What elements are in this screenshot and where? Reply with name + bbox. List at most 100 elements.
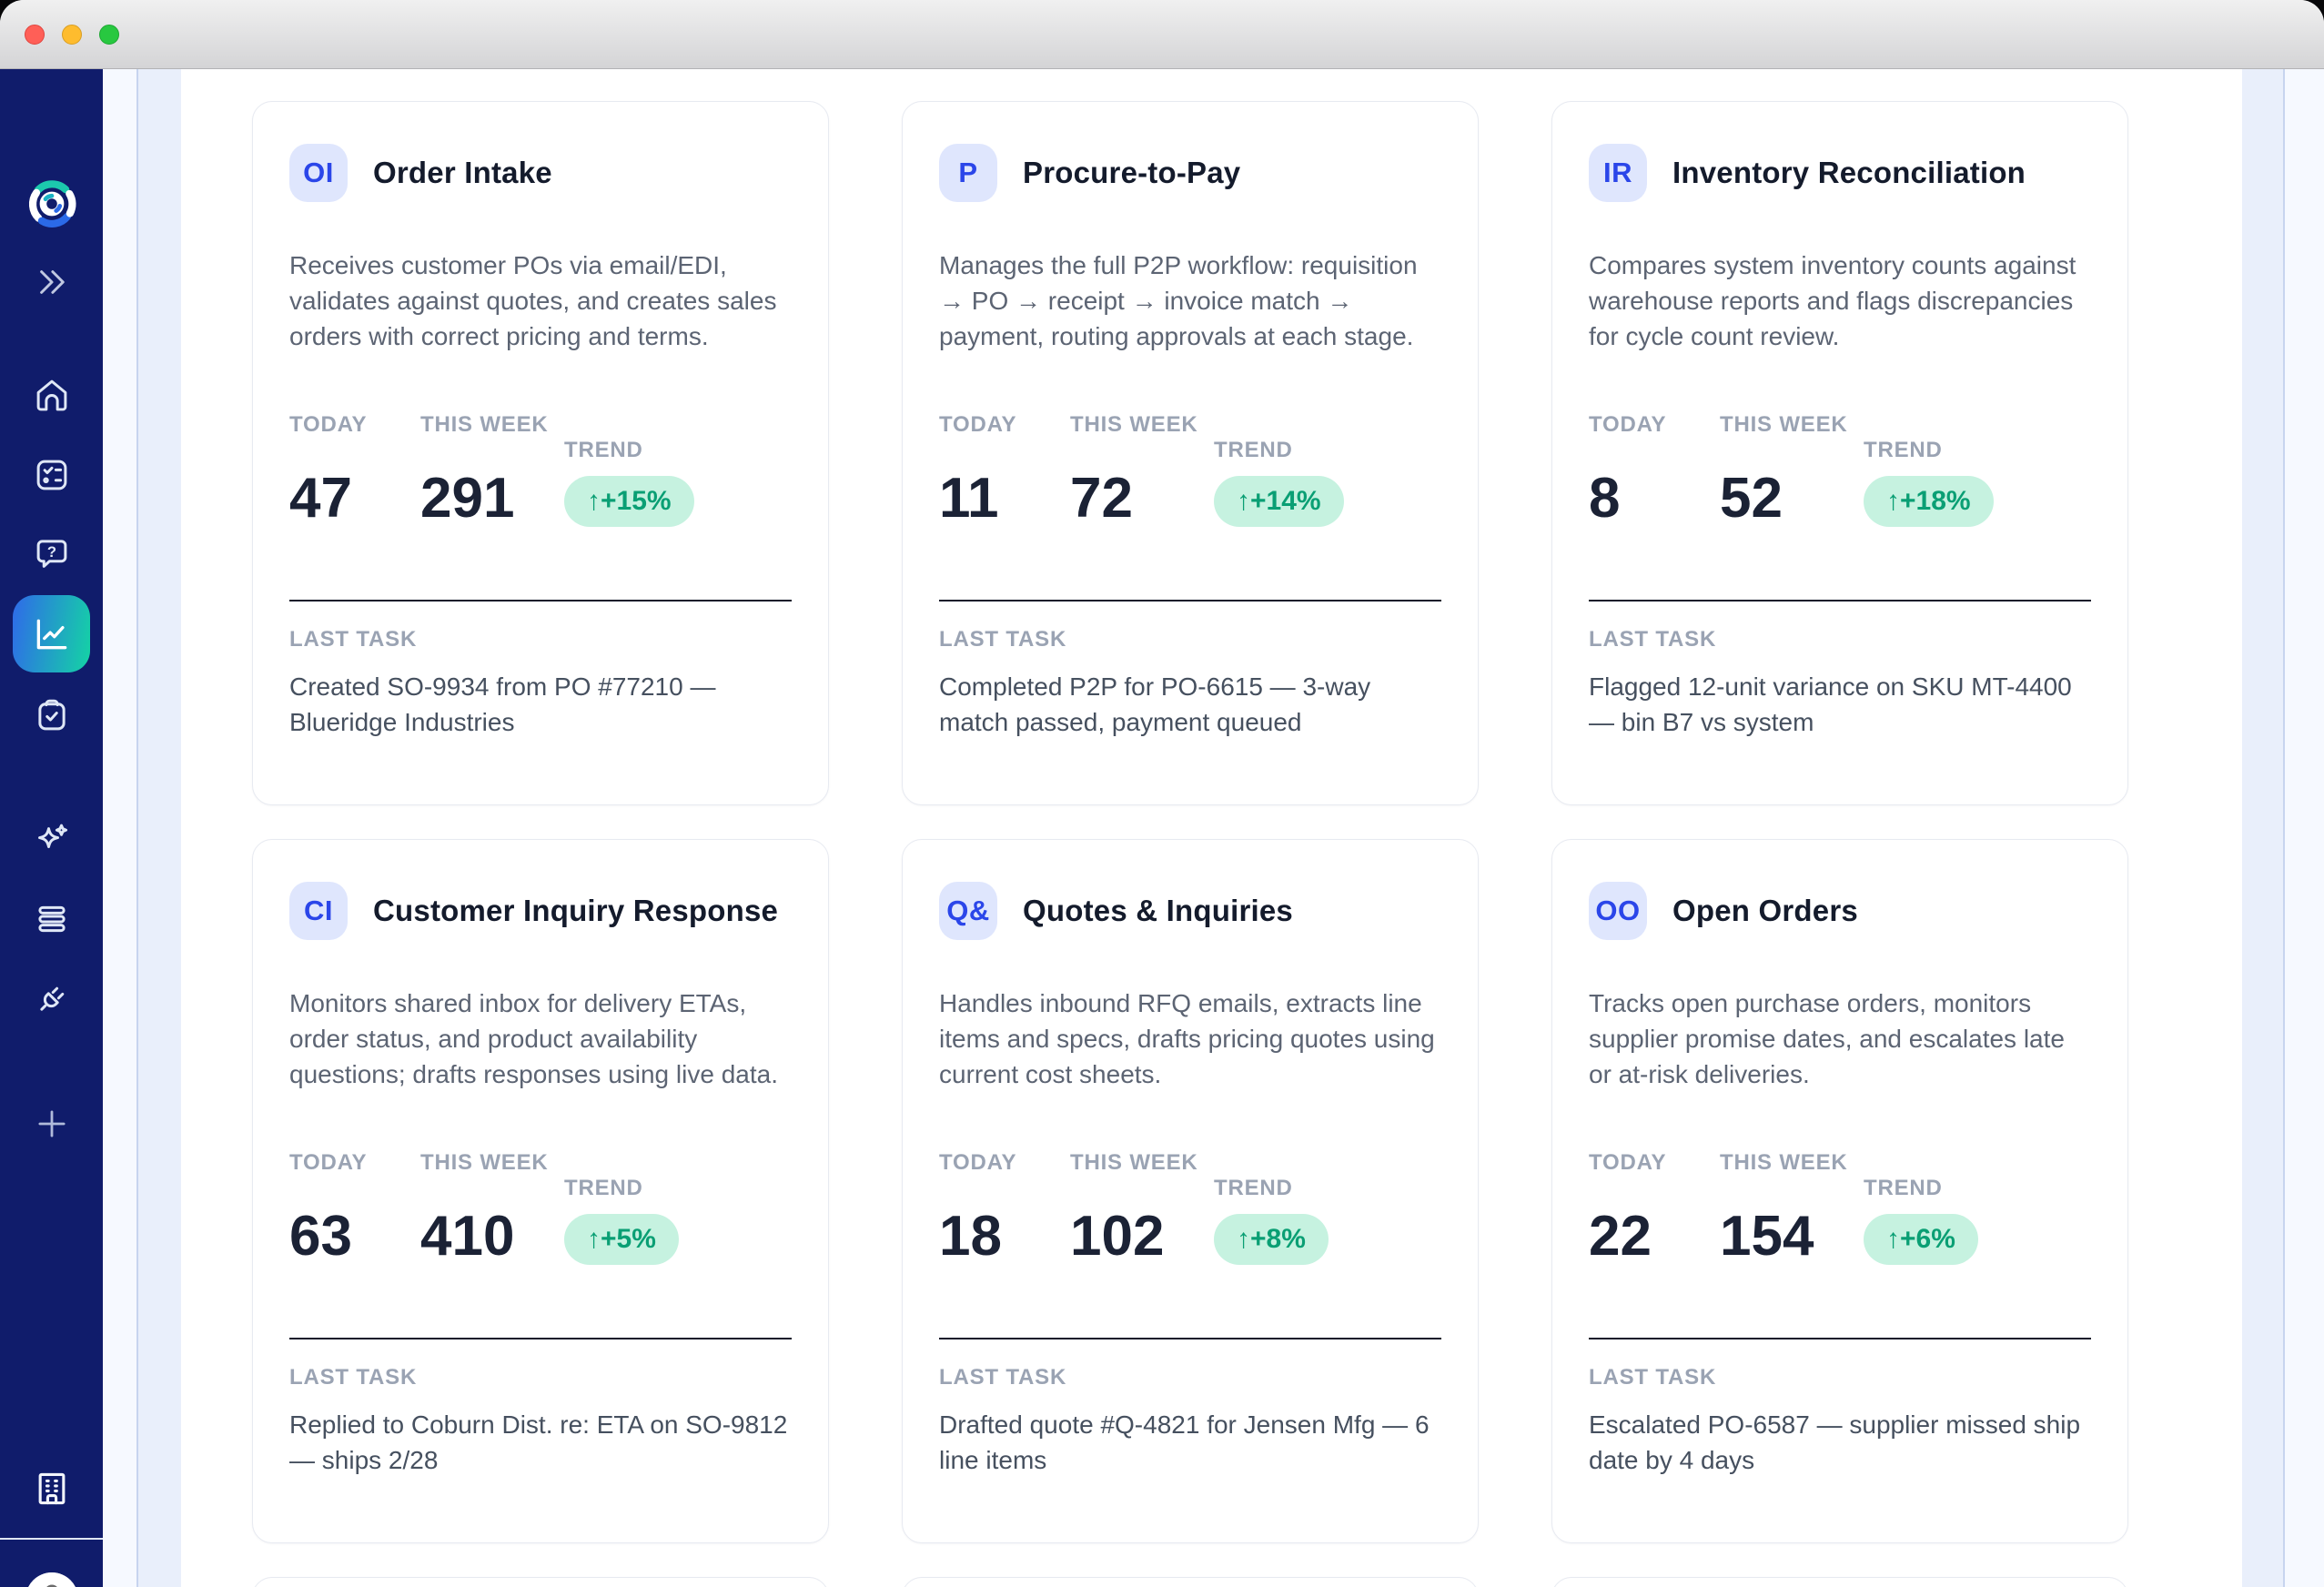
agent-name: Procure-to-Pay (1023, 156, 1241, 189)
agent-initials-badge: Q& (939, 882, 997, 940)
agent-description: Compares system inventory counts against… (1589, 251, 2076, 350)
stat-today: TODAY 8 (1589, 412, 1720, 527)
agent-stats: TODAY 18 THIS WEEK 102 TREND ↑+8% (939, 1150, 1441, 1265)
stat-today-label: TODAY (939, 412, 1017, 437)
help-chat-icon[interactable]: ? (33, 534, 71, 572)
sidebar-divider (0, 1538, 103, 1540)
stat-today-label: TODAY (289, 1150, 368, 1175)
trend-badge: ↑+15% (564, 476, 694, 527)
last-task-label: LAST TASK (1589, 1365, 1717, 1390)
left-outer-gutter (103, 69, 138, 1587)
right-outer-gutter (2285, 69, 2324, 1587)
stat-trend-label: TREND (564, 438, 643, 462)
agent-name: Open Orders (1672, 894, 1858, 927)
stat-today: TODAY 63 (289, 1150, 420, 1265)
stat-today: TODAY 18 (939, 1150, 1070, 1265)
last-task-text: Drafted quote #Q-4821 for Jensen Mfg — 6… (939, 1410, 1430, 1474)
agent-card-header: OI Order Intake (289, 144, 792, 202)
last-task-label: LAST TASK (289, 1365, 418, 1390)
stat-today: TODAY 47 (289, 412, 420, 527)
macos-titlebar[interactable] (0, 0, 2324, 69)
left-inner-gutter (138, 69, 181, 1587)
stat-this-week-value: 291 (420, 467, 515, 530)
agent-initials-badge: P (939, 144, 997, 202)
zoom-window-button[interactable] (99, 25, 119, 45)
agent-initials: IR (1603, 157, 1632, 188)
agent-card[interactable]: IR Inventory Reconciliation Compares sys… (1551, 101, 2128, 805)
last-task-text: Created SO-9934 from PO #77210 — Bluerid… (289, 672, 716, 736)
stat-today-value: 22 (1589, 1205, 1652, 1268)
stat-trend: TREND ↑+15% (564, 438, 694, 527)
stat-trend-label: TREND (1214, 438, 1293, 462)
agent-initials: Q& (946, 895, 990, 926)
stat-trend: TREND ↑+14% (1214, 438, 1344, 527)
stat-this-week: THIS WEEK 72 (1070, 412, 1214, 527)
queue-stack-icon[interactable] (33, 900, 71, 938)
stat-this-week-value: 102 (1070, 1205, 1165, 1268)
orders-clipboard-icon[interactable] (33, 696, 71, 734)
agent-name: Quotes & Inquiries (1023, 894, 1293, 927)
line-chart-icon (36, 619, 66, 649)
stat-this-week-label: THIS WEEK (420, 412, 549, 437)
integrations-plug-icon[interactable] (33, 980, 71, 1018)
stat-this-week-value: 52 (1720, 467, 1783, 530)
last-task-label: LAST TASK (939, 627, 1067, 652)
stat-this-week-label: THIS WEEK (1720, 412, 1848, 437)
agent-name: Order Intake (373, 156, 552, 189)
agent-stats: TODAY 47 THIS WEEK 291 TREND ↑+15% (289, 412, 792, 527)
close-window-button[interactable] (25, 25, 45, 45)
agent-card[interactable]: P Procure-to-Pay Manages the full P2P wo… (902, 101, 1479, 805)
agent-description: Handles inbound RFQ emails, extracts lin… (939, 989, 1435, 1088)
stat-trend: TREND ↑+5% (564, 1176, 679, 1265)
agent-name: Inventory Reconciliation (1672, 156, 2026, 189)
agent-stats: TODAY 8 THIS WEEK 52 TREND ↑+18% (1589, 412, 2091, 527)
user-avatar[interactable] (25, 1572, 78, 1587)
stat-this-week: THIS WEEK 102 (1070, 1150, 1214, 1265)
stat-today-label: TODAY (939, 1150, 1017, 1175)
window-controls (25, 25, 119, 45)
agent-card[interactable]: CI Customer Inquiry Response Monitors sh… (252, 839, 829, 1543)
minimize-window-button[interactable] (62, 25, 82, 45)
svg-text:?: ? (46, 543, 56, 561)
agent-card-partial[interactable] (902, 1577, 1479, 1587)
stat-today-value: 11 (939, 467, 999, 530)
sidebar-item-analytics-active[interactable] (13, 595, 90, 672)
app-logo-sync-icon[interactable] (26, 178, 77, 229)
main-content: OI Order Intake Receives customer POs vi… (181, 69, 2242, 1587)
agent-initials: OO (1595, 895, 1641, 926)
stat-this-week: THIS WEEK 154 (1720, 1150, 1864, 1265)
stat-today: TODAY 22 (1589, 1150, 1720, 1265)
agent-card-partial[interactable] (1551, 1577, 2128, 1587)
agent-card[interactable]: Q& Quotes & Inquiries Handles inbound RF… (902, 839, 1479, 1543)
agent-card[interactable]: OI Order Intake Receives customer POs vi… (252, 101, 829, 805)
stat-trend: TREND ↑+8% (1214, 1176, 1329, 1265)
collapse-sidebar-icon[interactable] (33, 263, 71, 301)
last-task-text: Completed P2P for PO-6615 — 3-way match … (939, 672, 1371, 736)
agent-initials: OI (303, 157, 334, 188)
agent-initials-badge: CI (289, 882, 348, 940)
stat-today-value: 18 (939, 1205, 1002, 1268)
stat-this-week: THIS WEEK 291 (420, 412, 564, 527)
stat-today-value: 63 (289, 1205, 352, 1268)
last-task-text: Escalated PO-6587 — supplier missed ship… (1589, 1410, 2081, 1474)
stat-trend: TREND ↑+6% (1864, 1176, 1978, 1265)
agent-card-header: OO Open Orders (1589, 882, 2091, 940)
stat-this-week-value: 154 (1720, 1205, 1814, 1268)
agent-name: Customer Inquiry Response (373, 894, 779, 927)
task-list-icon[interactable] (33, 456, 71, 494)
last-task-text: Flagged 12-unit variance on SKU MT-4400 … (1589, 672, 2072, 736)
agent-card-header: IR Inventory Reconciliation (1589, 144, 2091, 202)
agent-initials-badge: IR (1589, 144, 1647, 202)
add-new-plus-icon[interactable] (33, 1105, 71, 1143)
agent-stats: TODAY 63 THIS WEEK 410 TREND ↑+5% (289, 1150, 792, 1265)
agent-stats: TODAY 22 THIS WEEK 154 TREND ↑+6% (1589, 1150, 2091, 1265)
organization-building-icon[interactable] (32, 1469, 72, 1509)
sidebar: ? (0, 69, 103, 1587)
card-divider (289, 1338, 792, 1339)
automations-sparkles-icon[interactable] (33, 820, 71, 858)
agent-card-partial[interactable] (252, 1577, 829, 1587)
stat-trend: TREND ↑+18% (1864, 438, 1994, 527)
agent-card[interactable]: OO Open Orders Tracks open purchase orde… (1551, 839, 2128, 1543)
home-icon[interactable] (33, 376, 71, 414)
last-task-label: LAST TASK (1589, 627, 1717, 652)
